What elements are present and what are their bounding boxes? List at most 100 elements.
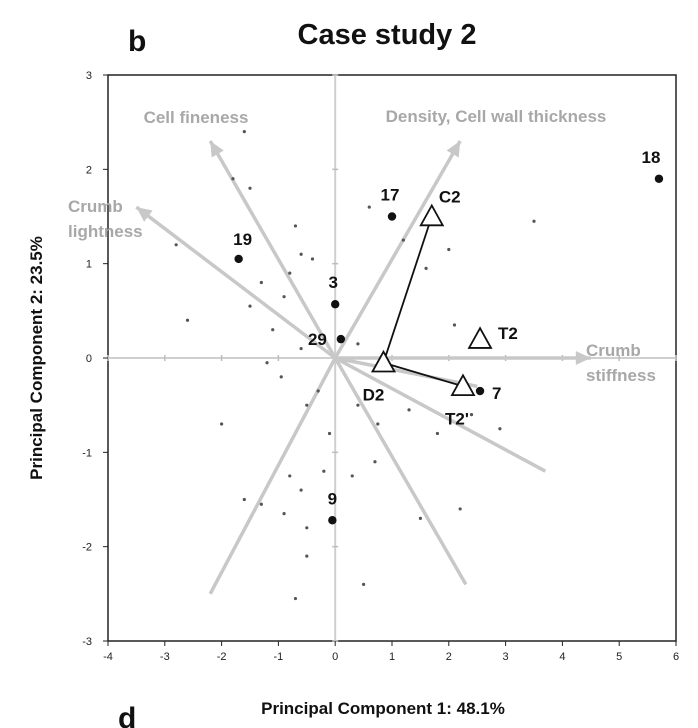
treatment-links [382, 216, 464, 388]
background-point [310, 257, 315, 261]
treatment-link [383, 361, 464, 388]
chart-title: Case study 2 [298, 19, 477, 51]
background-point [327, 431, 332, 436]
background-point [316, 389, 320, 393]
y-tick-label: -1 [82, 447, 92, 459]
loading-vector [333, 357, 468, 586]
loading-vector [135, 205, 337, 360]
y-tick-label: 1 [86, 259, 92, 271]
x-tick-label: 0 [332, 651, 338, 663]
background-point [452, 323, 457, 327]
sample-point-label: 3 [328, 273, 337, 292]
background-point [447, 247, 451, 252]
background-point [248, 186, 252, 190]
loading-vector-labels: Cell fineness Density, Cell wall thicknes… [68, 107, 656, 385]
labeled-points: 18 17 19 3 29 7 9 [233, 148, 664, 525]
treatment-marker [450, 373, 476, 397]
background-point [282, 295, 286, 299]
background-point [401, 238, 405, 242]
loading-vector-label: Crumb [586, 341, 641, 360]
sample-point [387, 212, 397, 221]
sample-point [234, 254, 243, 264]
background-point [418, 516, 422, 520]
background-point [407, 408, 411, 412]
sample-point-label: 19 [233, 230, 252, 249]
background-point [231, 177, 235, 181]
x-tick-label: 3 [503, 651, 509, 663]
background-point [376, 422, 380, 426]
sample-point-label: 17 [381, 186, 400, 205]
x-tick-label: 4 [559, 651, 565, 663]
x-tick-label: 6 [673, 651, 679, 663]
background-point [259, 280, 263, 285]
x-axis-ticks: -4 -3 -2 -1 0 1 2 3 4 5 6 [103, 641, 679, 663]
background-point [498, 427, 502, 431]
loading-vector-label: Density, Cell wall thickness [386, 107, 607, 126]
treatment-label: T2 [498, 324, 518, 343]
sample-point-label: 29 [308, 330, 327, 349]
x-tick-label: -2 [217, 651, 227, 663]
background-point [242, 497, 246, 502]
sample-point [336, 334, 346, 344]
background-point [265, 361, 269, 365]
background-point [299, 252, 303, 256]
background-point [293, 224, 298, 228]
background-point [259, 502, 263, 506]
background-point [373, 460, 377, 464]
sample-point [654, 174, 664, 183]
loading-vector-label: lightness [68, 222, 143, 241]
background-point [220, 422, 224, 426]
loading-vector [333, 140, 462, 359]
treatment-link [382, 216, 433, 363]
y-tick-label: -3 [82, 636, 92, 648]
background-point [248, 304, 252, 308]
loading-vector-arrowhead [575, 351, 591, 365]
loading-vector [334, 356, 478, 389]
loading-vector-arrowhead [210, 141, 224, 158]
loading-vector [334, 356, 547, 473]
sample-point [331, 300, 340, 309]
x-tick-label: -3 [160, 651, 170, 663]
y-tick-label: 3 [86, 70, 92, 82]
background-point [356, 403, 360, 407]
y-tick-label: 0 [86, 353, 92, 365]
x-tick-label: -4 [103, 651, 113, 663]
background-point [532, 219, 536, 223]
sample-point-label: 7 [492, 384, 501, 403]
loading-vectors [135, 140, 591, 595]
x-tick-label: -1 [274, 651, 284, 663]
background-point [322, 469, 326, 473]
treatment-marker [419, 203, 445, 227]
sample-point-label: 9 [328, 489, 337, 508]
background-point [305, 403, 309, 407]
x-tick-label: 2 [446, 651, 452, 663]
loading-vector-arrowhead [136, 207, 153, 222]
sample-point-label: 18 [641, 148, 660, 167]
background-point [242, 130, 246, 134]
loading-vector-label: Cell fineness [144, 108, 249, 127]
background-point [271, 328, 275, 332]
background-point [362, 582, 366, 587]
background-point [299, 346, 303, 351]
background-point [356, 342, 360, 346]
x-axis-label: Principal Component 1: 48.1% [261, 699, 505, 718]
background-point [293, 596, 298, 601]
loading-vector [208, 140, 337, 359]
background-point [469, 413, 474, 417]
background-point [367, 205, 371, 209]
next-panel-letter: d [118, 702, 136, 728]
background-point [279, 375, 283, 379]
background-point [305, 526, 309, 530]
background-point [174, 243, 178, 247]
treatment-label: T2' [445, 409, 469, 428]
loading-vector-label: stiffness [586, 366, 656, 385]
loading-vector [208, 357, 337, 595]
y-tick-label: 2 [86, 164, 92, 176]
sample-point [475, 386, 485, 396]
treatment-marker [467, 326, 493, 349]
background-point [305, 554, 309, 558]
treatment-marker [370, 349, 397, 373]
background-point [435, 431, 440, 436]
x-tick-label: 1 [389, 651, 395, 663]
background-point [458, 507, 462, 511]
